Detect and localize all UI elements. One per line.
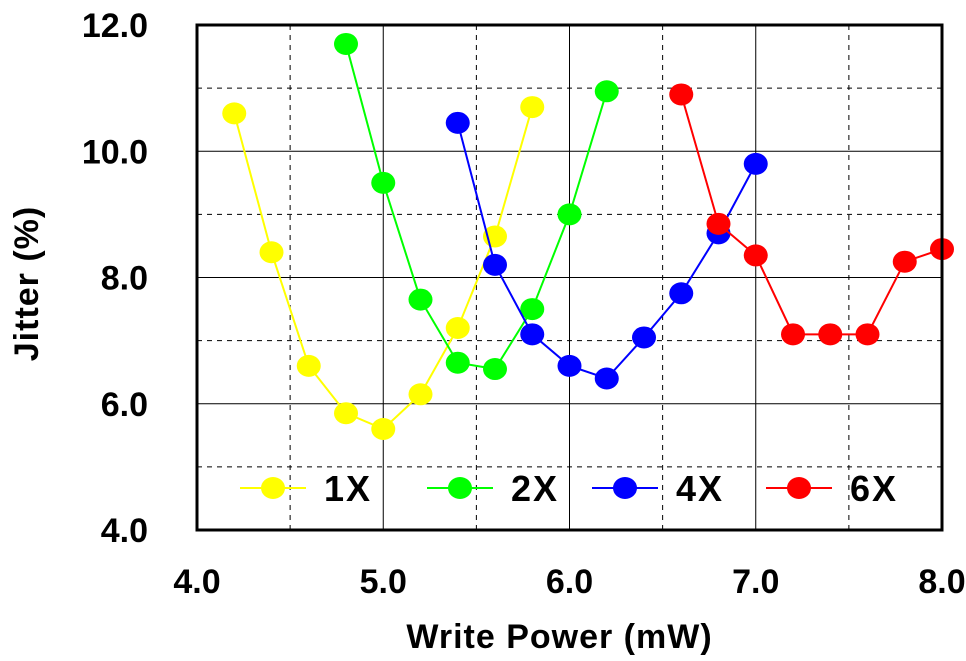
data-point — [892, 250, 917, 273]
series-4x — [445, 111, 768, 390]
data-point — [445, 317, 470, 339]
legend-label: 1X — [324, 468, 372, 509]
data-point — [557, 203, 582, 226]
legend: 1X 2X 4X 6X — [240, 468, 898, 509]
y-tick-label: 6.0 — [101, 386, 148, 424]
data-point — [669, 83, 694, 106]
series-2x — [334, 32, 619, 381]
data-point — [222, 102, 247, 125]
y-tick-label: 10.0 — [82, 133, 148, 171]
legend-label: 4X — [676, 468, 724, 509]
data-point — [371, 171, 396, 194]
data-point — [818, 323, 843, 346]
data-point — [445, 111, 470, 134]
data-point — [743, 152, 768, 175]
tick-labels: 4.0 5.0 6.0 7.0 8.0 4.0 6.0 8.0 10.0 12.0 — [82, 7, 966, 601]
data-point — [483, 358, 507, 381]
x-axis-label: Write Power (mW) — [406, 618, 712, 656]
data-point — [594, 80, 619, 103]
legend-marker — [787, 477, 811, 499]
data-point — [557, 354, 582, 377]
plot-frame — [195, 23, 944, 532]
series-line — [345, 43, 608, 371]
data-point — [520, 323, 545, 346]
data-point — [408, 288, 433, 311]
legend-label: 2X — [511, 468, 559, 509]
data-point — [594, 367, 619, 390]
data-point — [259, 241, 284, 264]
data-point — [334, 402, 358, 425]
data-point — [520, 298, 545, 321]
legend-item-1x: 1X — [240, 468, 372, 509]
grid-lines — [197, 25, 942, 530]
data-point — [743, 244, 768, 267]
legend-marker — [613, 477, 637, 499]
legend-marker — [261, 477, 285, 499]
data-point — [632, 326, 656, 349]
legend-marker — [448, 477, 472, 499]
data-point — [371, 418, 396, 440]
y-tick-label: 4.0 — [101, 512, 148, 550]
data-point — [669, 282, 694, 305]
x-tick-label: 6.0 — [546, 563, 593, 601]
x-tick-label: 7.0 — [732, 563, 779, 601]
data-point — [706, 212, 731, 235]
data-point — [334, 32, 358, 55]
y-axis-label: Jitter (%) — [8, 206, 46, 361]
legend-item-4x: 4X — [592, 468, 724, 509]
legend-item-6x: 6X — [766, 468, 898, 509]
y-tick-label: 8.0 — [101, 260, 148, 298]
data-point — [296, 354, 321, 377]
data-point — [781, 323, 805, 346]
y-tick-label: 12.0 — [82, 7, 148, 45]
legend-item-2x: 2X — [427, 468, 559, 509]
data-point — [483, 253, 507, 276]
x-tick-label: 8.0 — [918, 563, 965, 601]
series-group — [222, 32, 954, 440]
data-point — [520, 96, 545, 119]
data-point — [445, 351, 470, 374]
x-tick-label: 5.0 — [360, 563, 407, 601]
data-point — [408, 383, 433, 406]
legend-label: 6X — [850, 468, 898, 509]
data-point — [855, 323, 880, 346]
series-1x — [222, 96, 545, 440]
x-tick-label: 4.0 — [173, 563, 220, 601]
